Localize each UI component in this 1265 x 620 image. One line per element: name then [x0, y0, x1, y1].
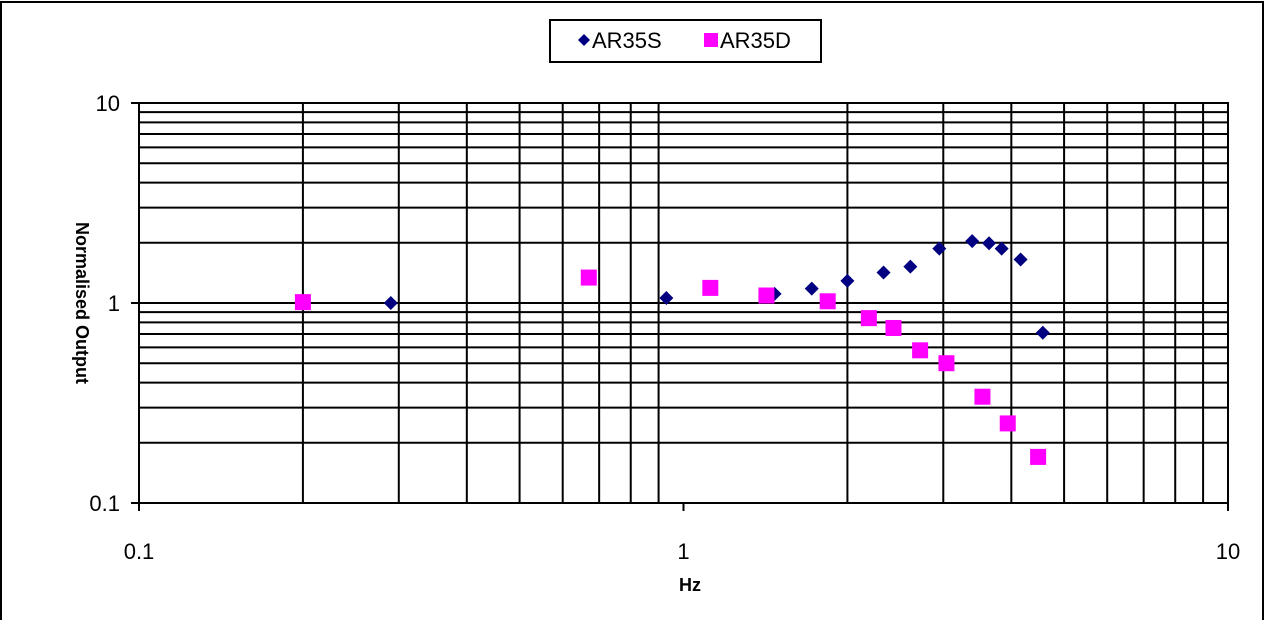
data-point-ar35d [974, 388, 991, 405]
data-point-ar35s [994, 241, 1009, 256]
legend-marker-ar35s [578, 34, 590, 46]
data-point-ar35s [804, 281, 819, 296]
data-point-ar35d [1030, 448, 1047, 465]
data-point-ar35s [982, 236, 997, 251]
data-point-ar35d [938, 355, 955, 372]
data-point-ar35s [932, 241, 947, 256]
legend-marker-ar35d [704, 33, 718, 47]
data-point-ar35d [702, 279, 719, 296]
x-tick-label: 0.1 [124, 539, 155, 564]
data-point-ar35d [860, 310, 877, 327]
data-series [294, 234, 1050, 465]
series-ar35d [294, 269, 1047, 465]
data-point-ar35s [876, 265, 891, 280]
legend-box [549, 19, 822, 63]
data-point-ar35d [580, 269, 597, 286]
grid-lines [139, 103, 1228, 503]
legend: AR35S AR35D [549, 19, 822, 63]
y-tick-label: 10 [96, 91, 120, 116]
data-point-ar35s [1035, 325, 1050, 340]
data-point-ar35s [903, 259, 918, 274]
data-point-ar35s [965, 234, 980, 249]
tick-labels: 0.1 1 10 0.1 1 10 [89, 91, 1240, 564]
data-point-ar35d [912, 342, 929, 359]
data-point-ar35s [383, 296, 398, 310]
legend-label-ar35d: AR35D [720, 28, 791, 53]
y-tick-label: 0.1 [89, 491, 120, 516]
y-tick-label: 1 [108, 291, 120, 316]
data-point-ar35d [999, 415, 1016, 432]
legend-label-ar35s: AR35S [592, 28, 662, 53]
x-tick-label: 1 [677, 539, 689, 564]
data-point-ar35s [659, 290, 674, 305]
data-point-ar35d [294, 294, 311, 311]
data-point-ar35d [885, 319, 902, 336]
data-point-ar35d [819, 293, 836, 310]
data-point-ar35s [840, 273, 855, 288]
x-tick-label: 10 [1216, 539, 1240, 564]
data-point-ar35s [1013, 252, 1028, 267]
x-axis-title: Hz [679, 575, 701, 595]
data-point-ar35d [758, 287, 775, 304]
tick-marks [131, 102, 1229, 511]
y-axis-title: Normalised Output [72, 222, 92, 384]
